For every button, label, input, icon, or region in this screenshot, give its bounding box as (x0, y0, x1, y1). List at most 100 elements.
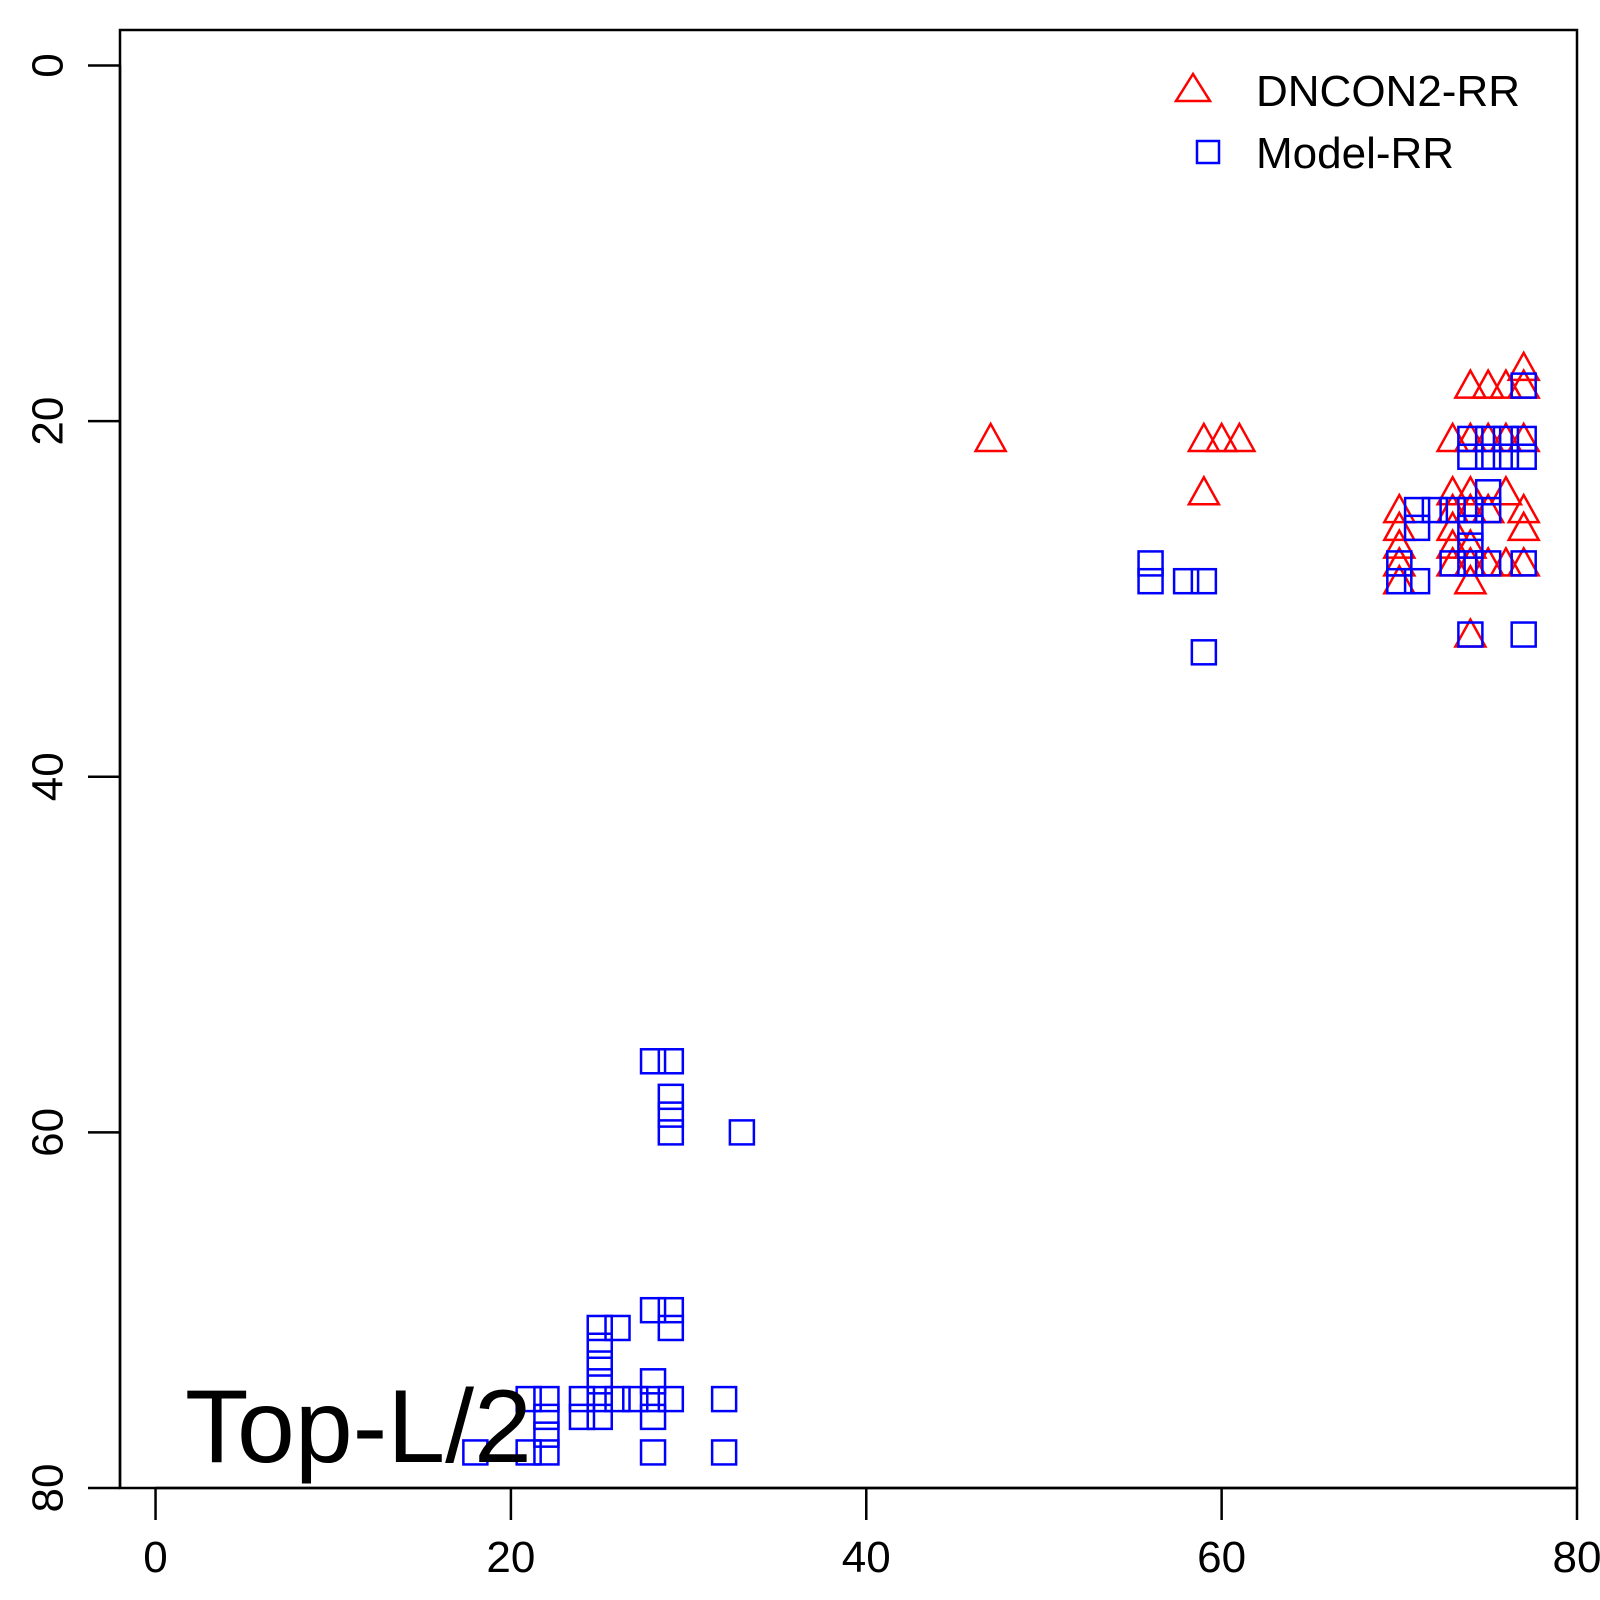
point-triangle (1435, 528, 1470, 559)
point-square (533, 1403, 560, 1431)
point-square (515, 1385, 542, 1413)
point-square (1474, 425, 1502, 453)
point-square (657, 1314, 685, 1342)
point-triangle (1471, 368, 1506, 399)
point-square (1492, 425, 1520, 453)
point-square (1474, 479, 1502, 506)
point-square (639, 1048, 667, 1075)
point-square (1439, 550, 1466, 577)
x-tick-label: 40 (842, 1533, 891, 1582)
point-square (586, 1332, 613, 1360)
point-square (533, 1439, 560, 1466)
point-square (1403, 514, 1431, 542)
point-triangle (1506, 350, 1541, 382)
x-tick-label: 0 (143, 1533, 167, 1582)
point-square (1457, 621, 1484, 648)
point-square (1510, 621, 1537, 648)
x-tick-label: 60 (1197, 1533, 1246, 1582)
point-square (1510, 443, 1537, 470)
point-triangle (1506, 492, 1541, 524)
series-model-rr (462, 372, 1537, 1466)
point-square (1386, 550, 1413, 577)
point-square (728, 1119, 756, 1146)
y-tick-label: 40 (24, 752, 73, 801)
x-axis: 0 20 40 60 80 (143, 1486, 1600, 1582)
point-triangle (1204, 421, 1239, 453)
point-square (1474, 443, 1502, 470)
point-triangle (1382, 528, 1417, 559)
point-square (586, 1368, 613, 1395)
x-tick-label: 80 (1553, 1533, 1600, 1582)
point-square (710, 1385, 738, 1413)
point-triangle (1222, 421, 1257, 453)
point-square (639, 1385, 667, 1413)
point-triangle (1435, 510, 1470, 542)
point-square (1190, 567, 1218, 595)
point-triangle (1186, 421, 1221, 453)
point-square (622, 1385, 649, 1413)
x-tick-label: 20 (486, 1533, 535, 1582)
legend-label-dncon2-rr: DNCON2-RR (1256, 67, 1520, 116)
point-square (586, 1350, 613, 1377)
point-square (568, 1385, 596, 1413)
point-square (586, 1314, 613, 1342)
point-square (657, 1119, 685, 1146)
point-square (657, 1101, 685, 1128)
point-square (710, 1439, 738, 1466)
plot-frame (118, 28, 1579, 1490)
point-square (639, 1296, 667, 1324)
point-square (639, 1439, 667, 1466)
point-triangle (1186, 474, 1221, 506)
point-triangle (1453, 474, 1488, 506)
y-tick-label: 80 (24, 1464, 73, 1513)
point-square (657, 1083, 685, 1111)
point-square (1457, 425, 1484, 453)
point-triangle (973, 421, 1008, 453)
point-square (1510, 425, 1537, 453)
point-square (1457, 496, 1484, 524)
point-square (515, 1439, 542, 1466)
point-square (533, 1385, 560, 1413)
point-square (1403, 496, 1431, 524)
legend-marker-model-rr (1195, 139, 1221, 165)
point-square (1457, 532, 1484, 559)
point-square (1474, 550, 1502, 577)
point-square (1457, 443, 1484, 470)
point-triangle (1382, 510, 1417, 542)
point-triangle (1453, 368, 1488, 399)
data-points (462, 350, 1541, 1466)
top-l2-annotation: Top-L/2 (185, 1369, 532, 1485)
point-triangle (1488, 368, 1524, 399)
point-square (1457, 514, 1484, 542)
point-square (657, 1048, 685, 1075)
point-square (586, 1403, 613, 1431)
point-triangle (1488, 474, 1524, 506)
point-triangle (1506, 510, 1541, 542)
point-square (639, 1403, 667, 1431)
point-triangle (1435, 421, 1470, 453)
point-triangle (1382, 492, 1417, 524)
point-square (639, 1368, 667, 1395)
point-square (1172, 567, 1200, 595)
point-square (1137, 550, 1164, 577)
point-triangle (1488, 545, 1524, 577)
point-square (1457, 550, 1484, 577)
legend: DNCON2-RR Model-RR (1173, 67, 1520, 178)
point-square (657, 1296, 685, 1324)
legend-label-model-rr: Model-RR (1256, 129, 1454, 178)
y-tick-label: 0 (24, 53, 73, 77)
series-dncon2-rr (973, 350, 1541, 648)
point-square (568, 1403, 596, 1431)
point-square (604, 1385, 631, 1413)
point-square (1492, 443, 1520, 470)
point-square (1510, 372, 1537, 399)
point-triangle (1435, 474, 1470, 506)
point-square (1474, 496, 1502, 524)
point-square (1421, 496, 1449, 524)
point-square (604, 1314, 631, 1342)
legend-marker-dncon2-rr (1173, 71, 1213, 103)
point-square (533, 1421, 560, 1448)
y-axis: 0 20 40 60 80 (24, 53, 122, 1513)
point-square (1510, 550, 1537, 577)
